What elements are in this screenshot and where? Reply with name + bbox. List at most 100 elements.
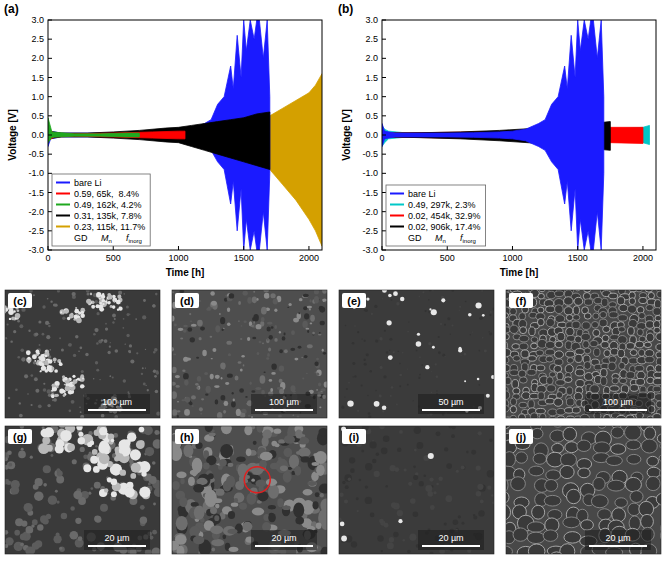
- panel-label: (b): [338, 2, 353, 16]
- texture: [573, 315, 580, 321]
- texture: [215, 399, 219, 404]
- plot-data: [382, 20, 649, 250]
- texture: [445, 495, 452, 502]
- texture: [228, 511, 235, 519]
- texture: [180, 338, 183, 340]
- texture: [303, 306, 307, 310]
- texture: [315, 492, 320, 497]
- texture: [506, 357, 509, 363]
- texture: [319, 407, 321, 409]
- texture: [279, 365, 284, 371]
- scale-bar-patch: [251, 394, 317, 414]
- texture: [64, 309, 68, 313]
- texture: [180, 478, 184, 484]
- texture: [92, 449, 98, 455]
- texture: [42, 333, 45, 336]
- legend-head-sub: n: [443, 238, 446, 244]
- texture: [187, 327, 192, 332]
- texture: [210, 291, 215, 295]
- texture: [119, 439, 130, 450]
- texture: [20, 348, 24, 352]
- texture: [398, 351, 399, 352]
- texture: [41, 363, 44, 366]
- texture: [575, 369, 584, 376]
- y-tick: [48, 77, 52, 78]
- texture: [34, 360, 36, 362]
- texture: [370, 513, 375, 518]
- texture: [584, 313, 591, 319]
- texture: [475, 302, 481, 308]
- texture: [617, 415, 626, 418]
- texture: [316, 370, 321, 376]
- texture: [209, 432, 216, 436]
- texture: [145, 385, 146, 386]
- texture: [93, 333, 96, 336]
- micrograph: [506, 290, 661, 418]
- texture: [489, 332, 492, 335]
- texture: [518, 370, 526, 378]
- texture: [80, 447, 85, 452]
- texture: [321, 388, 326, 391]
- texture: [506, 452, 515, 467]
- texture: [111, 439, 115, 443]
- texture: [75, 518, 81, 524]
- texture: [90, 293, 92, 295]
- texture: [45, 350, 47, 352]
- texture: [658, 426, 661, 428]
- texture: [240, 368, 243, 371]
- texture: [35, 332, 38, 335]
- texture: [654, 327, 661, 333]
- texture: [136, 352, 138, 354]
- texture: [63, 394, 66, 397]
- texture: [14, 542, 23, 551]
- texture: [71, 400, 75, 404]
- texture: [8, 397, 11, 400]
- micrograph-label: (d): [180, 295, 194, 307]
- micrograph-background: [5, 290, 160, 418]
- micrograph-frame: [506, 290, 661, 418]
- texture: [468, 313, 472, 317]
- texture: [444, 447, 448, 451]
- texture: [140, 505, 145, 510]
- texture: [371, 313, 373, 315]
- legend-head: Mn: [435, 233, 446, 244]
- texture: [59, 547, 62, 550]
- texture: [322, 395, 326, 400]
- texture: [282, 505, 290, 516]
- texture: [47, 389, 51, 393]
- texture: [57, 290, 60, 293]
- texture: [601, 298, 608, 306]
- texture: [606, 456, 622, 466]
- texture: [192, 458, 202, 474]
- texture: [344, 499, 348, 503]
- texture: [295, 429, 302, 438]
- texture: [427, 414, 428, 415]
- micrograph-frame: [5, 426, 160, 554]
- texture: [123, 293, 125, 295]
- texture: [473, 515, 477, 519]
- texture: [104, 488, 108, 492]
- texture: [304, 355, 308, 358]
- texture: [382, 290, 387, 293]
- texture: [357, 510, 359, 512]
- texture: [70, 531, 79, 540]
- texture: [545, 341, 555, 348]
- texture: [482, 337, 483, 338]
- micrograph: [172, 426, 327, 554]
- texture: [129, 314, 130, 315]
- texture: [193, 484, 204, 492]
- texture: [199, 407, 203, 411]
- texture: [244, 321, 247, 323]
- texture: [191, 405, 193, 407]
- texture: [256, 298, 258, 301]
- texture: [654, 300, 661, 309]
- texture: [458, 348, 462, 352]
- texture: [546, 306, 555, 313]
- texture: [200, 326, 205, 330]
- texture: [320, 499, 327, 513]
- texture: [5, 337, 7, 339]
- texture: [210, 336, 213, 338]
- texture: [630, 385, 639, 392]
- texture: [262, 430, 272, 439]
- legend-head-main: GD: [408, 233, 422, 243]
